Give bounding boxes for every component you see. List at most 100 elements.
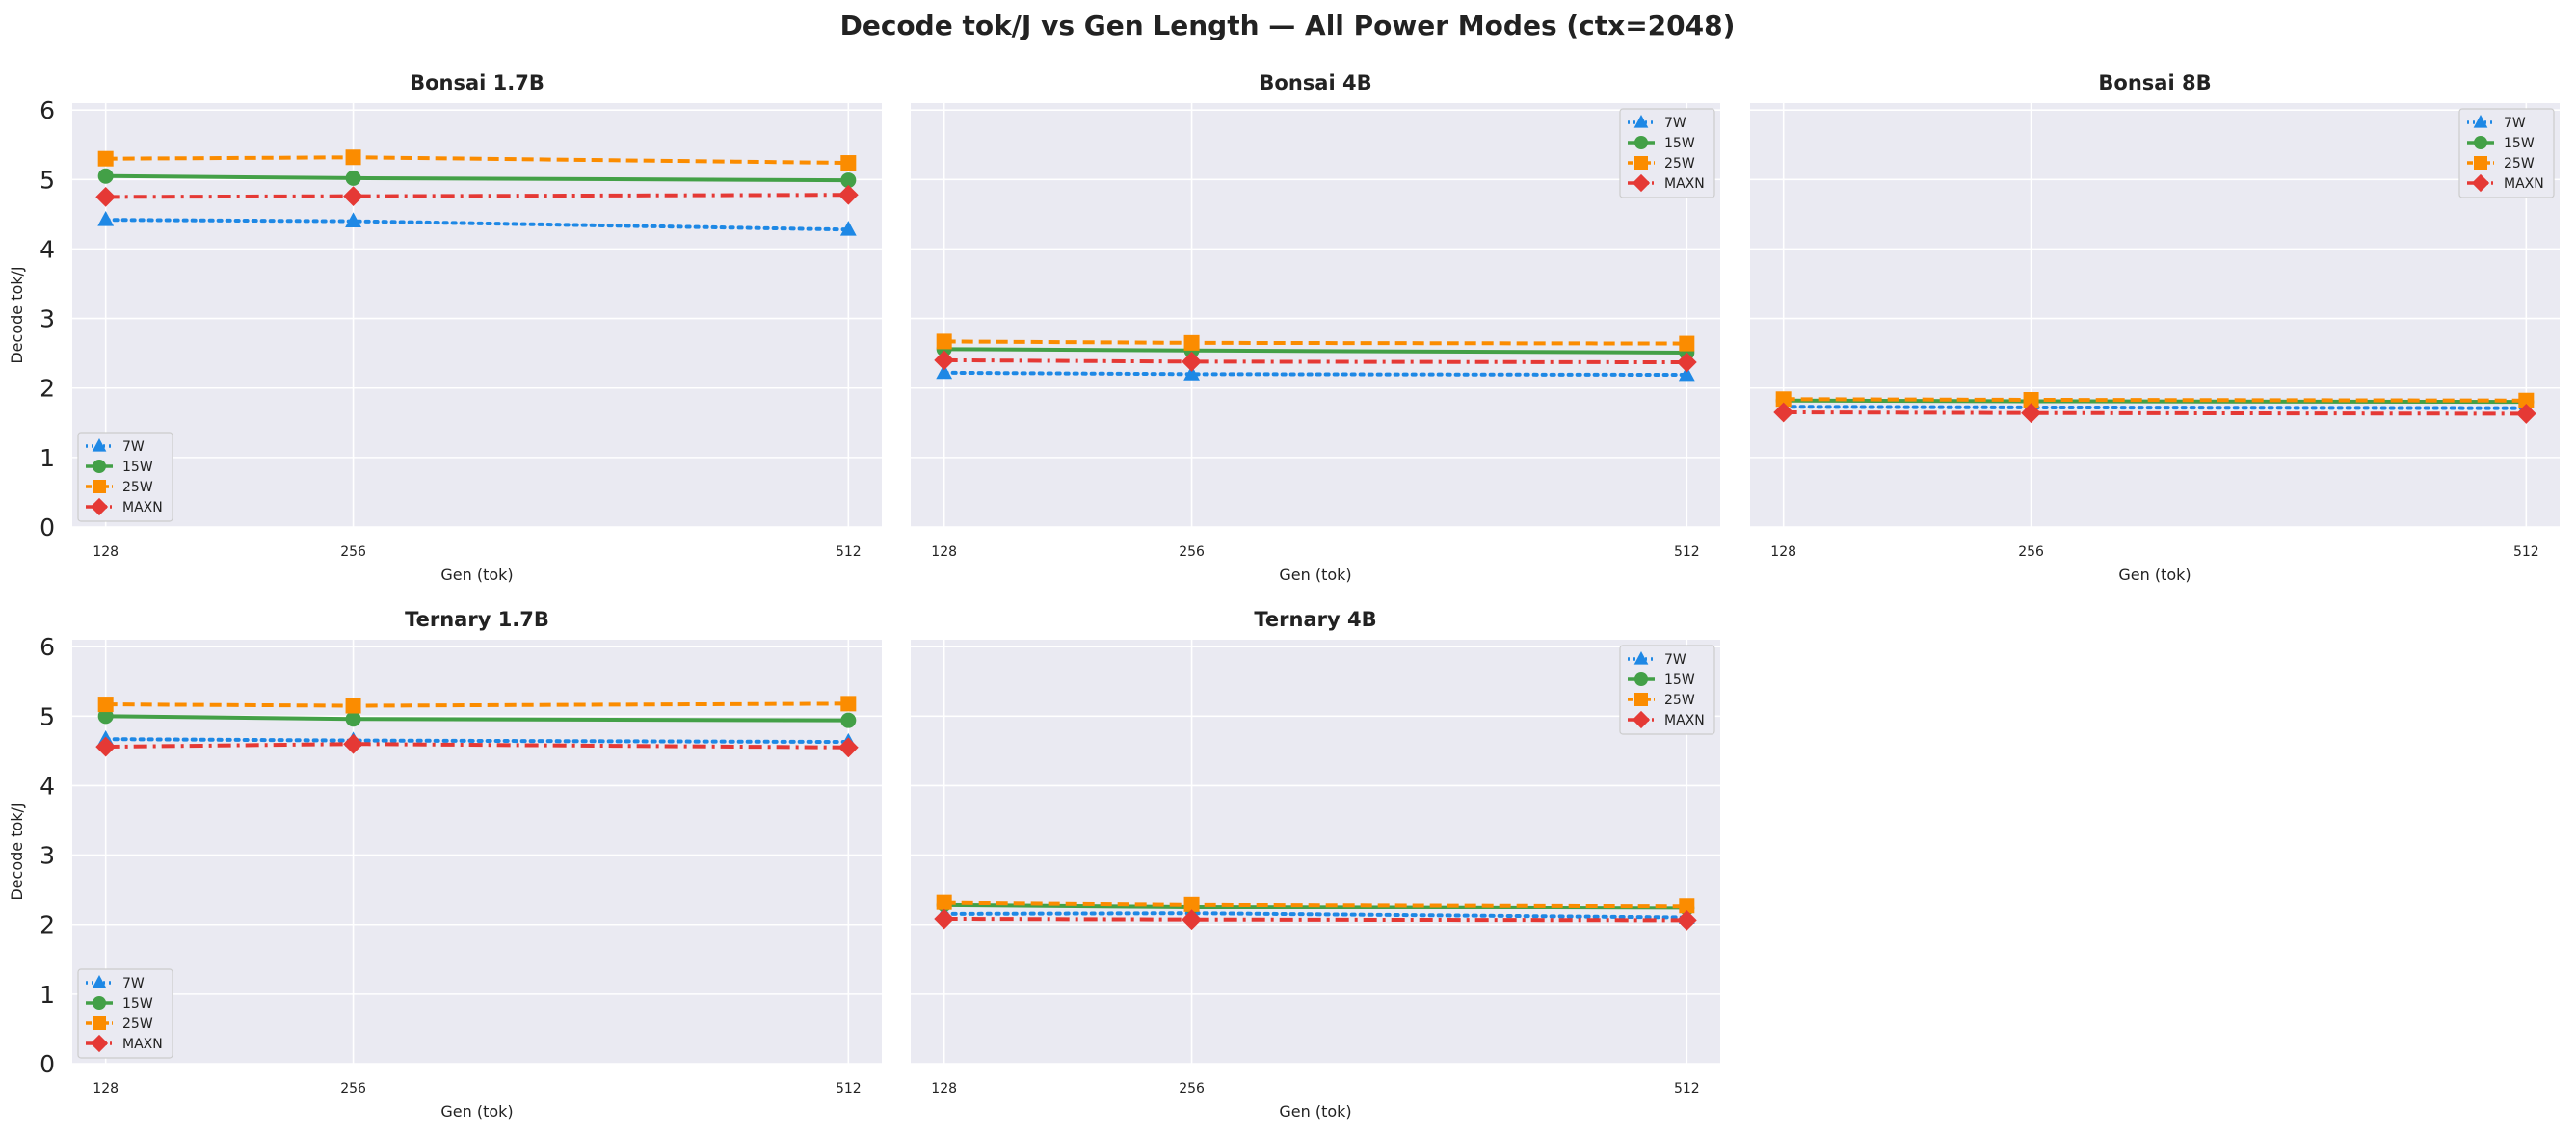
legend-label: MAXN: [122, 500, 163, 515]
legend-item: 7W: [86, 437, 145, 455]
chart-panel: Bonsai 8B 128 256 512 Gen (tok) 7W 15W 25W MAXN: [1750, 71, 2560, 584]
data-point: [1773, 402, 1794, 423]
x-axis-label: Gen (tok): [2118, 566, 2191, 584]
legend-marker: [90, 497, 109, 516]
x-tick-label: 256: [340, 544, 366, 560]
legend-label: 7W: [122, 976, 145, 991]
legend-label: MAXN: [122, 1037, 163, 1052]
y-tick-label: 3: [40, 305, 55, 333]
legend-label: 7W: [2504, 116, 2526, 131]
data-point: [97, 210, 115, 226]
figure-title: Decode tok/J vs Gen Length — All Power M…: [840, 10, 1736, 41]
series: [97, 210, 857, 236]
legend-marker: [1632, 710, 1651, 729]
legend-marker: [1634, 156, 1648, 170]
data-point: [343, 733, 363, 754]
data-point: [95, 736, 117, 757]
legend-marker: [1634, 672, 1648, 686]
data-point: [840, 712, 857, 728]
data-point: [837, 184, 859, 205]
data-point: [840, 155, 857, 171]
x-tick-label: 256: [1179, 544, 1205, 560]
legend-marker: [2473, 114, 2488, 128]
x-axis-label: Gen (tok): [440, 566, 513, 584]
y-tick-label: 1: [40, 444, 55, 472]
legend-marker: [2474, 136, 2487, 149]
data-point: [2021, 403, 2041, 424]
legend-label: 25W: [2504, 156, 2535, 171]
x-tick-label: 512: [1674, 544, 1700, 560]
legend-marker: [90, 1034, 109, 1053]
series: [97, 696, 857, 714]
data-point: [2515, 404, 2536, 424]
data-point: [1183, 334, 1200, 351]
legend-item: MAXN: [1628, 710, 1705, 729]
legend-label: 25W: [122, 1016, 153, 1032]
legend-label: MAXN: [1664, 176, 1705, 192]
y-tick-label: 2: [40, 375, 55, 403]
data-point: [2023, 392, 2039, 408]
legend-label: 25W: [122, 480, 153, 495]
legend-label: 25W: [1664, 693, 1695, 708]
series: [97, 708, 857, 728]
y-tick-label: 5: [40, 166, 55, 194]
legend-marker: [92, 974, 107, 988]
x-tick-label: 512: [836, 1081, 862, 1096]
y-tick-label: 4: [40, 772, 55, 800]
data-point: [936, 363, 953, 380]
legend-label: 15W: [122, 460, 153, 475]
data-point: [345, 698, 361, 714]
plot-area: [72, 640, 882, 1064]
x-axis-label: Gen (tok): [1279, 1102, 1351, 1120]
legend: 7W 15W 25W MAXN: [77, 432, 173, 522]
data-point: [1183, 896, 1200, 912]
y-tick-label: 5: [40, 702, 55, 730]
series: [1773, 402, 2536, 424]
chart-panel: Ternary 1.7B 0 1 2 3 4 5 6 128 256 512 Gen (tok) Dec…: [8, 608, 882, 1120]
plot-area: [72, 103, 882, 527]
legend-item: 15W: [1628, 136, 1695, 151]
legend-label: 25W: [1664, 156, 1695, 171]
legend-item: 7W: [2467, 114, 2526, 131]
legend-item: 25W: [2467, 156, 2535, 171]
x-axis-label: Gen (tok): [440, 1102, 513, 1120]
legend-item: 25W: [1628, 156, 1695, 171]
chart-title: Bonsai 4B: [1259, 71, 1371, 94]
legend-item: MAXN: [2467, 173, 2544, 193]
data-point: [1183, 365, 1200, 381]
data-point: [1182, 351, 1202, 372]
y-axis-label: Decode tok/J: [8, 803, 26, 900]
series-line: [1783, 397, 2527, 403]
legend: 7W 15W 25W MAXN: [1619, 645, 1715, 735]
legend-marker: [93, 1016, 106, 1030]
legend-label: 7W: [1664, 116, 1686, 131]
legend-marker: [1633, 114, 1649, 128]
series: [936, 894, 1695, 914]
plot-area: [1750, 103, 2560, 527]
y-tick-label: 4: [40, 235, 55, 263]
legend-item: 7W: [1628, 650, 1686, 668]
legend-item: 7W: [1628, 114, 1686, 131]
legend-box: [77, 432, 173, 522]
chart-panel: Bonsai 1.7B 0 1 2 3 4 5 6 128 256 512 Gen (tok) Deco…: [8, 71, 882, 584]
legend-item: MAXN: [1628, 173, 1705, 193]
data-point: [97, 168, 114, 184]
data-point: [840, 172, 857, 189]
y-tick-label: 6: [40, 96, 55, 124]
series: [97, 149, 857, 171]
series: [934, 350, 1697, 373]
plot-area: [911, 640, 1720, 1064]
x-tick-label: 256: [2018, 544, 2044, 560]
legend-label: MAXN: [1664, 713, 1705, 728]
chart-title: Bonsai 8B: [2098, 71, 2211, 94]
legend-item: 15W: [1628, 672, 1695, 688]
x-axis-label: Gen (tok): [1279, 566, 1351, 584]
data-point: [97, 697, 114, 713]
series: [95, 184, 859, 207]
x-tick-label: 256: [1179, 1081, 1205, 1096]
series: [936, 333, 1695, 352]
data-point: [1676, 910, 1697, 931]
series: [1775, 391, 2535, 408]
data-point: [343, 186, 363, 207]
